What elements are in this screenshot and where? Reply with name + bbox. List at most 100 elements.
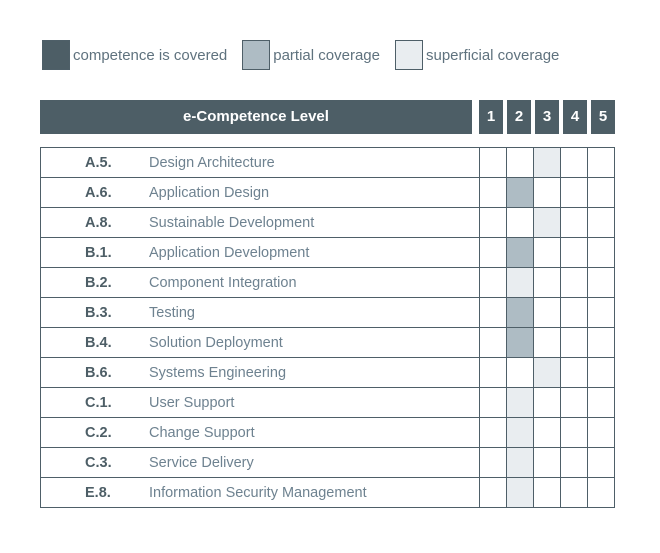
- level-cell-2: [506, 207, 534, 238]
- level-cell-3: [533, 147, 561, 178]
- legend-item-covered: competence is covered: [42, 40, 227, 70]
- level-cell-5: [587, 417, 615, 448]
- competence-name: Design Architecture: [149, 154, 275, 171]
- competence-label-cell: B.6. Systems Engineering: [40, 357, 480, 388]
- level-cell-5: [587, 297, 615, 328]
- level-cell-1: [479, 417, 507, 448]
- level-cell-2: [506, 147, 534, 178]
- level-cell-4: [560, 147, 588, 178]
- table-row: A.6. Application Design: [40, 177, 615, 208]
- level-cell-5: [587, 237, 615, 268]
- level-cell-1: [479, 147, 507, 178]
- legend: competence is covered partial coverage s…: [42, 40, 574, 70]
- level-cell-4: [560, 207, 588, 238]
- table-header-title: e-Competence Level: [183, 108, 329, 125]
- level-cell-5: [587, 357, 615, 388]
- level-cell-1: [479, 387, 507, 418]
- competence-label-cell: B.3. Testing: [40, 297, 480, 328]
- legend-item-superficial: superficial coverage: [394, 40, 559, 70]
- level-cell-2: [506, 387, 534, 418]
- table-row: B.6. Systems Engineering: [40, 357, 615, 388]
- competence-code: B.3.: [85, 304, 112, 321]
- level-cell-1: [479, 207, 507, 238]
- competence-code: C.3.: [85, 454, 112, 471]
- competence-table: A.5. Design Architecture A.6. Application D…: [40, 147, 615, 508]
- competence-code: A.5.: [85, 154, 112, 171]
- level-cell-1: [479, 297, 507, 328]
- level-cell-2: [506, 447, 534, 478]
- level-cell-3: [533, 477, 561, 508]
- table-row: B.1. Application Development: [40, 237, 615, 268]
- competence-label-cell: B.1. Application Development: [40, 237, 480, 268]
- level-cell-4: [560, 387, 588, 418]
- level-cell-1: [479, 267, 507, 298]
- level-header: 1 2 3 4 5: [479, 100, 615, 134]
- level-cell-2: [506, 297, 534, 328]
- competence-label-cell: C.2. Change Support: [40, 417, 480, 448]
- table-row: C.1. User Support: [40, 387, 615, 418]
- level-2-header: 2: [507, 100, 531, 134]
- level-cell-3: [533, 447, 561, 478]
- competence-code: C.1.: [85, 394, 112, 411]
- competence-label-cell: E.8. Information Security Management: [40, 477, 480, 508]
- table-row: E.8. Information Security Management: [40, 477, 615, 508]
- level-cell-4: [560, 177, 588, 208]
- competence-label-cell: A.6. Application Design: [40, 177, 480, 208]
- partial-swatch: [242, 40, 271, 70]
- level-cell-5: [587, 207, 615, 238]
- competence-table-body: A.5. Design Architecture A.6. Application D…: [40, 147, 615, 508]
- competence-code: B.2.: [85, 274, 112, 291]
- level-cell-2: [506, 417, 534, 448]
- level-cell-4: [560, 417, 588, 448]
- level-cell-5: [587, 477, 615, 508]
- level-cell-2: [506, 237, 534, 268]
- legend-label-partial: partial coverage: [273, 46, 380, 64]
- table-row: B.2. Component Integration: [40, 267, 615, 298]
- level-cell-1: [479, 357, 507, 388]
- competence-name: Change Support: [149, 424, 255, 441]
- level-cell-4: [560, 267, 588, 298]
- table-row: A.5. Design Architecture: [40, 147, 615, 178]
- competence-label-cell: B.4. Solution Deployment: [40, 327, 480, 358]
- level-cell-1: [479, 477, 507, 508]
- competence-name: Information Security Management: [149, 484, 367, 501]
- level-1-header: 1: [479, 100, 503, 134]
- competence-label-cell: B.2. Component Integration: [40, 267, 480, 298]
- level-3-header: 3: [535, 100, 559, 134]
- level-cell-2: [506, 327, 534, 358]
- level-cell-2: [506, 477, 534, 508]
- level-cell-5: [587, 147, 615, 178]
- competence-code: E.8.: [85, 484, 111, 501]
- competence-name: Service Delivery: [149, 454, 254, 471]
- level-cell-2: [506, 267, 534, 298]
- level-cell-3: [533, 267, 561, 298]
- competence-label-cell: C.3. Service Delivery: [40, 447, 480, 478]
- competence-name: Systems Engineering: [149, 364, 287, 381]
- table-row: C.2. Change Support: [40, 417, 615, 448]
- competence-name: User Support: [149, 394, 235, 411]
- level-cell-3: [533, 297, 561, 328]
- level-cell-5: [587, 177, 615, 208]
- legend-item-partial: partial coverage: [242, 40, 380, 70]
- competence-code: B.4.: [85, 334, 112, 351]
- level-cell-2: [506, 177, 534, 208]
- competence-label-cell: A.5. Design Architecture: [40, 147, 480, 178]
- competence-code: C.2.: [85, 424, 112, 441]
- level-cell-1: [479, 447, 507, 478]
- competence-name: Testing: [149, 304, 195, 321]
- level-cell-5: [587, 387, 615, 418]
- table-row: B.3. Testing: [40, 297, 615, 328]
- table-row: B.4. Solution Deployment: [40, 327, 615, 358]
- level-cell-1: [479, 327, 507, 358]
- competence-label-cell: C.1. User Support: [40, 387, 480, 418]
- competence-code: B.1.: [85, 244, 112, 261]
- level-cell-5: [587, 447, 615, 478]
- level-4-header: 4: [563, 100, 587, 134]
- level-cell-2: [506, 357, 534, 388]
- level-cell-3: [533, 177, 561, 208]
- level-cell-4: [560, 237, 588, 268]
- level-cell-5: [587, 267, 615, 298]
- level-cell-1: [479, 177, 507, 208]
- level-cell-4: [560, 477, 588, 508]
